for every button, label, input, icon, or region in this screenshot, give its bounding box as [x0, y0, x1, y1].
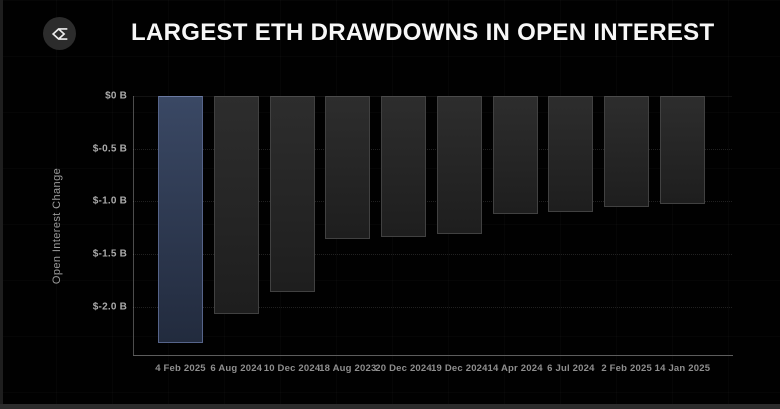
- bar-2-feb-2025: [604, 96, 650, 207]
- x-axis-label: 4 Feb 2025: [155, 363, 206, 374]
- y-tick-label: $-0.5 B: [92, 143, 127, 155]
- plot-area: [133, 96, 732, 356]
- bar-10-dec-2024: [269, 96, 315, 292]
- x-axis-label: 20 Dec 2024: [375, 363, 432, 374]
- bar-20-dec-2024: [381, 96, 427, 238]
- x-axis-label: 19 Dec 2024: [431, 363, 488, 374]
- bottom-edge-strip: [0, 404, 780, 409]
- left-edge-strip: [0, 0, 3, 409]
- bar-6-aug-2024: [213, 96, 259, 314]
- bar-4-feb-2025: [158, 96, 203, 344]
- sigma-diamond-logo-icon: [51, 27, 67, 40]
- x-axis-label: 14 Apr 2024: [487, 363, 543, 374]
- bar-14-apr-2024: [492, 96, 538, 214]
- y-axis-title: Open Interest Change: [51, 167, 63, 285]
- gridline: [133, 148, 732, 150]
- x-axis-label: 10 Dec 2024: [263, 363, 321, 374]
- gridline: [133, 201, 732, 203]
- x-axis-label: 6 Aug 2024: [210, 363, 263, 374]
- y-tick-label: $-1.0 B: [92, 195, 127, 207]
- x-axis-label: 6 Jul 2024: [547, 363, 595, 374]
- y-axis-line: [133, 96, 134, 356]
- y-tick-label: $-2.0 B: [92, 301, 127, 313]
- x-axis-label: 2 Feb 2025: [601, 363, 652, 374]
- y-tick-label: $0 B: [105, 90, 127, 102]
- brand-logo: [43, 17, 76, 50]
- gridline: [133, 96, 732, 97]
- bar-14-jan-2025: [659, 96, 705, 205]
- page-title: LARGEST ETH DRAWDOWNS IN OPEN INTEREST: [131, 19, 715, 46]
- x-axis-label: 18 Aug 2023: [319, 363, 377, 374]
- bar-6-jul-2024: [548, 96, 594, 212]
- bar-18-aug-2023: [325, 96, 371, 240]
- bar-19-dec-2024: [436, 96, 482, 234]
- x-axis-label: 14 Jan 2025: [654, 363, 711, 374]
- y-tick-label: $-1.5 B: [92, 248, 127, 260]
- gridline: [133, 306, 732, 308]
- x-axis-line: [133, 355, 733, 356]
- gridline: [133, 253, 732, 255]
